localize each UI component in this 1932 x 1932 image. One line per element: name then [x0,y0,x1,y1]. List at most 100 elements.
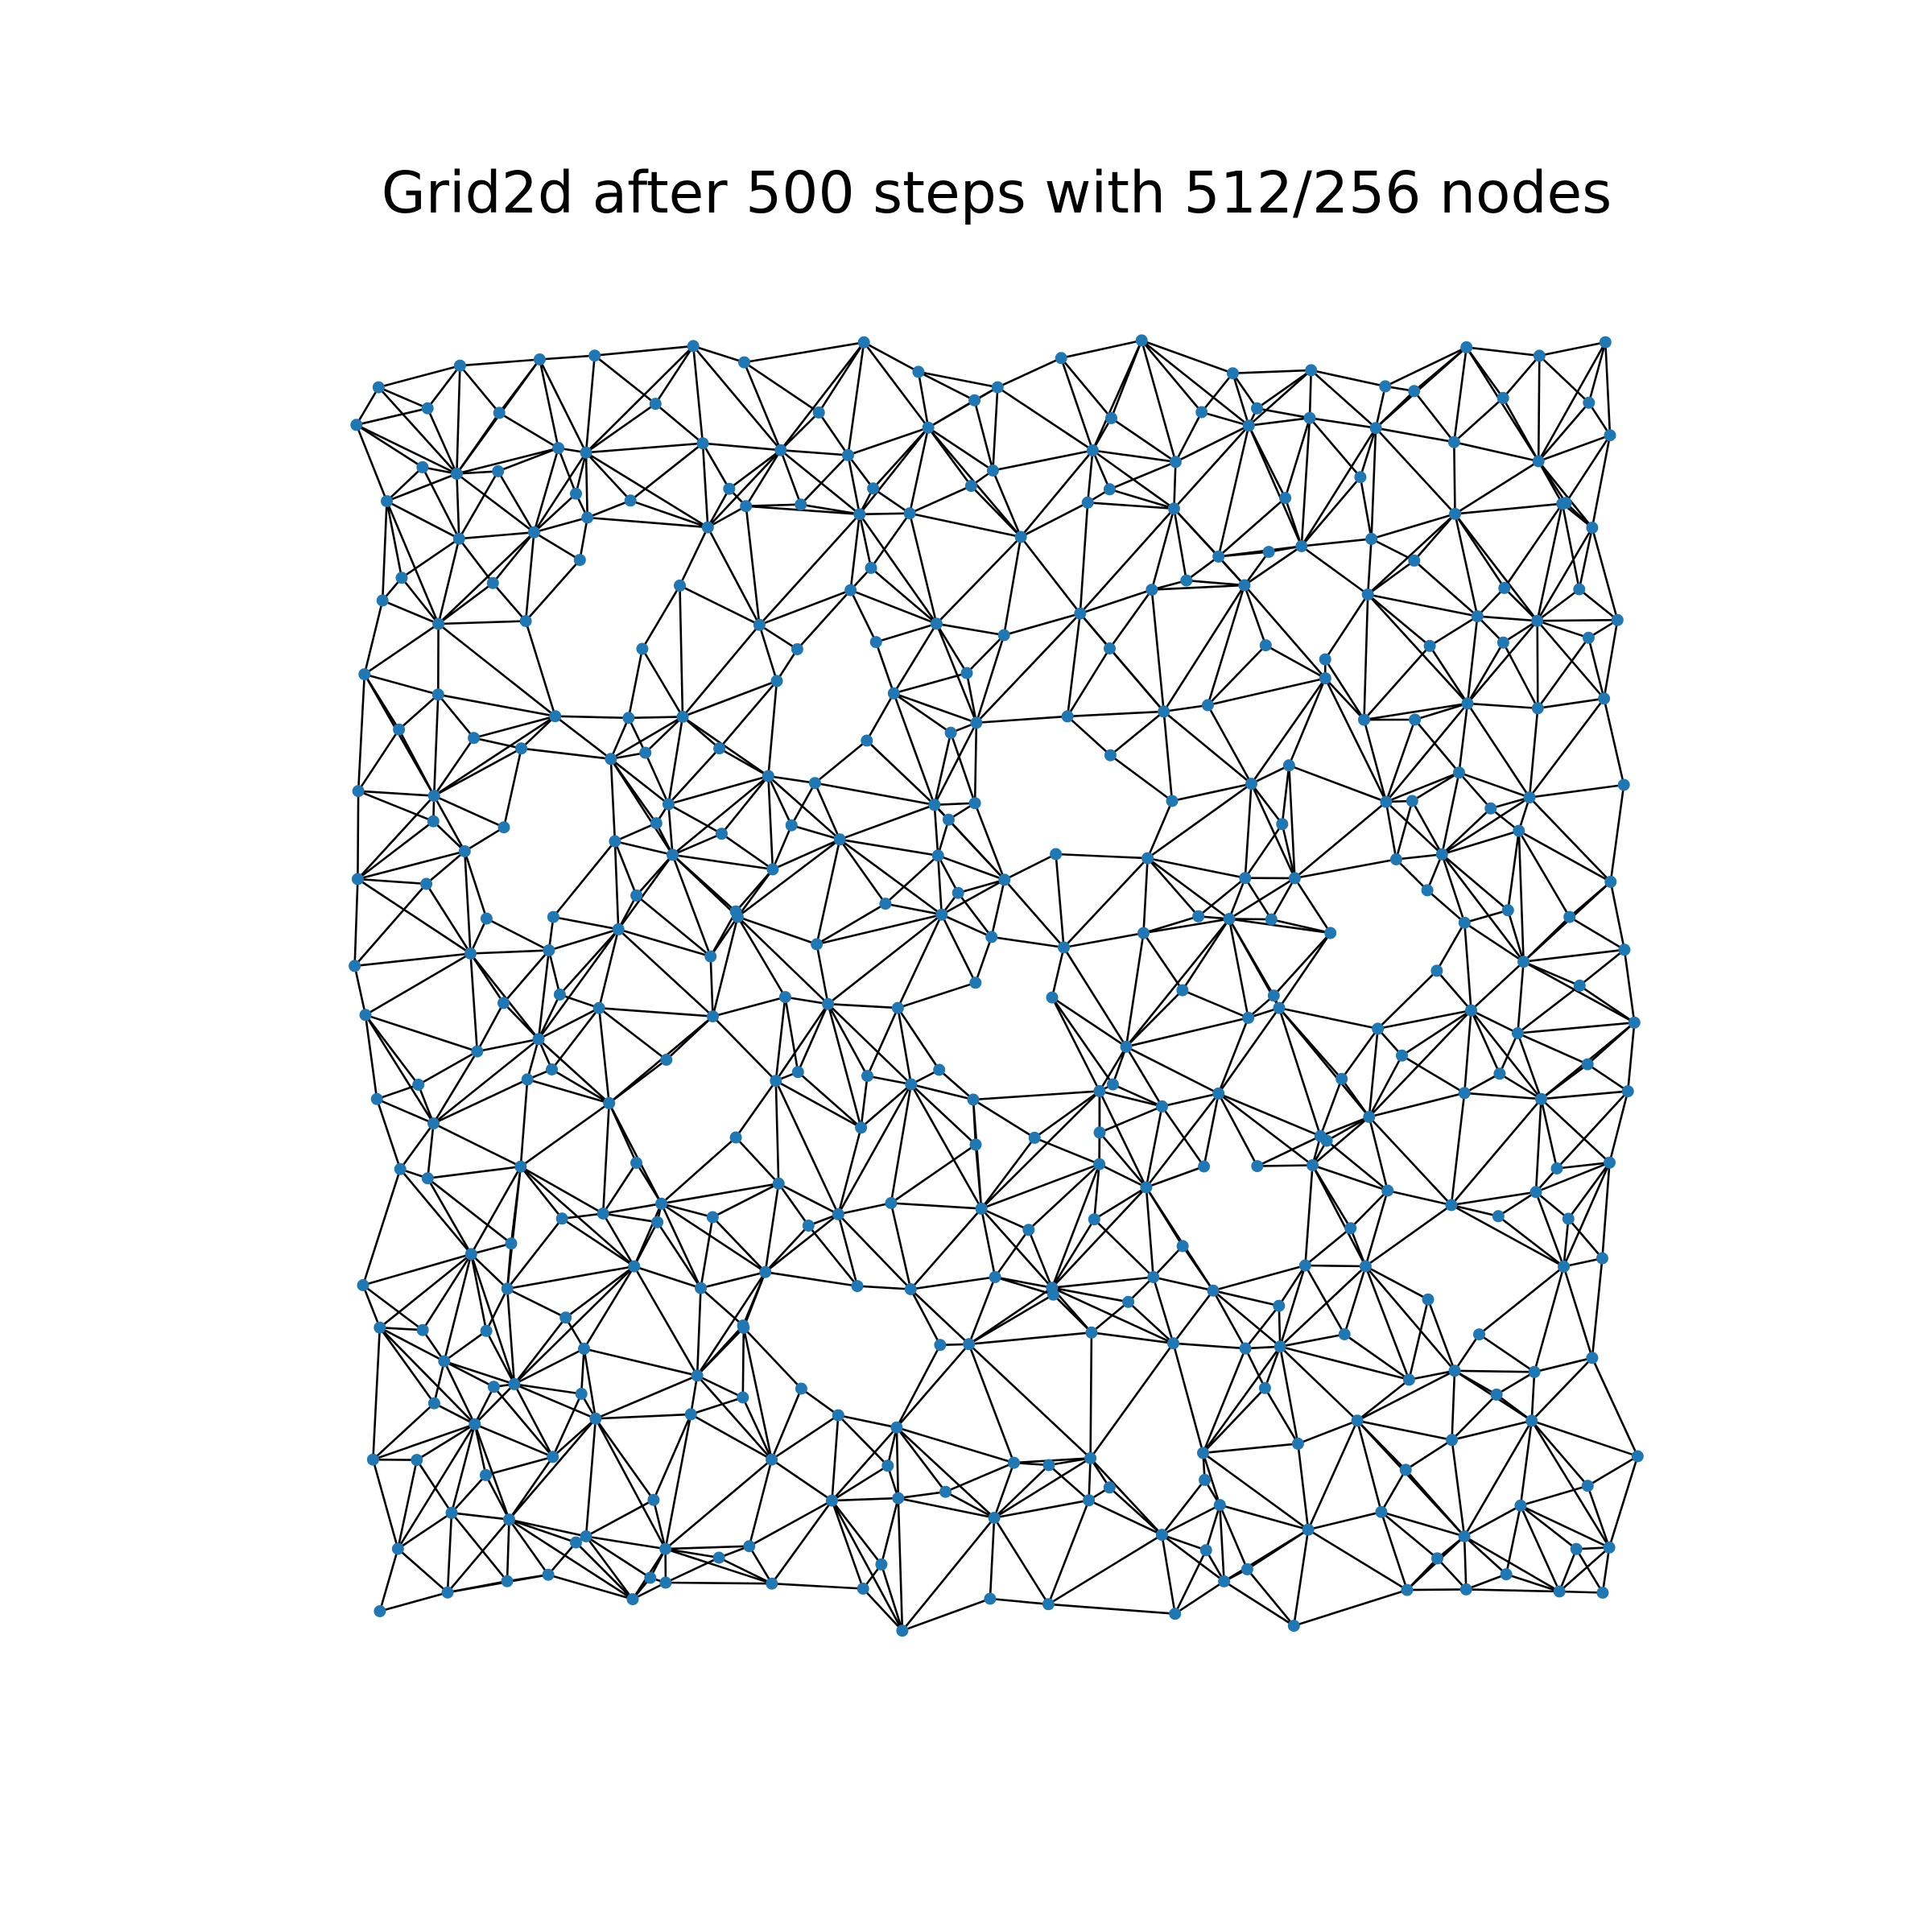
graph-edge [1558,1546,1610,1592]
graph-edge [1034,1090,1100,1139]
graph-edge [1186,579,1245,587]
graph-edge [456,412,501,475]
graph-edge [1370,427,1377,539]
graph-edge [1499,1072,1542,1100]
graph-node [1447,436,1460,448]
graph-edge [357,729,400,792]
graph-edge [363,673,400,730]
graph-edge [547,950,561,995]
graph-edge [1088,1499,1162,1536]
graph-edge [1311,1116,1370,1166]
graph-node [1448,1364,1461,1377]
graph-node [729,905,742,918]
graph-edge [767,775,793,826]
graph-edge [356,423,423,469]
graph-edge [665,1015,714,1061]
graph-node [1458,1087,1471,1100]
graph-edge [1405,1469,1466,1538]
graph-edge [767,680,778,777]
graph-edge [1401,1055,1465,1094]
graph-edge [1537,619,1589,639]
graph-edge [537,928,620,1040]
graph-edge [1537,355,1541,462]
graph-edge [1203,1093,1220,1167]
graph-edge [910,1276,996,1290]
graph-edge [937,854,1005,881]
graph-edge [702,442,781,452]
graph-node [570,1536,582,1549]
graph-edge [1228,877,1247,919]
graph-edge [1371,513,1455,540]
graph-edge [828,1002,898,1009]
graph-node [352,785,365,798]
graph-node [1460,341,1473,353]
graph-node [861,1070,873,1083]
graph-edge [815,839,841,945]
graph-edge [682,624,761,718]
graph-edge [613,840,638,896]
graph-edge [707,488,730,528]
graph-node [1213,1499,1226,1512]
graph-node [869,636,882,649]
graph-edge [1257,1135,1321,1167]
graph-edge [1385,719,1416,803]
graph-edge [1324,678,1388,803]
graph-node [944,726,957,739]
graph-node [547,1451,559,1463]
graph-edge [1203,1443,1298,1455]
graph-edge [1530,1420,1611,1548]
graph-edge [897,1007,913,1085]
graph-edge [1248,425,1302,547]
graph-edge [690,1413,773,1461]
graph-edge [399,1168,473,1255]
graph-edge [372,1459,399,1550]
graph-node [1218,1575,1231,1587]
graph-edge [1343,1265,1367,1335]
graph-edge [1451,1393,1498,1441]
graph-node [1617,778,1630,791]
graph-edge [764,1183,780,1273]
graph-edge [973,399,994,471]
graph-node [521,1073,534,1086]
graph-edge [381,501,388,601]
graph-node [812,406,825,419]
graph-edge [895,1427,900,1499]
graph-edge [968,1276,997,1345]
graph-edge [1020,502,1088,539]
graph-node [1586,522,1599,534]
graph-edge [660,1203,766,1274]
graph-node [738,356,750,369]
graph-edge [1364,1190,1389,1267]
graph-edge [665,1545,749,1550]
graph-edge [1349,1190,1389,1229]
graph-edge [831,1426,898,1501]
graph-node [636,642,649,655]
graph-node [1156,1100,1168,1113]
graph-edge [485,1455,554,1476]
graph-edge [353,883,427,967]
graph-edge [672,853,774,871]
graph-edge [1563,1162,1611,1267]
graph-node [1259,639,1272,652]
graph-edge [1153,1276,1214,1292]
graph-node [1274,1340,1286,1353]
graph-edge [1173,1342,1246,1350]
graph-edge [944,1491,995,1519]
graph-node [609,835,621,848]
graph-node [659,1576,672,1589]
graph-edge [1020,449,1094,538]
graph-edge [1363,594,1369,720]
graph-edge [378,386,428,410]
graph-edge [1281,765,1290,824]
graph-edge [1454,514,1479,617]
graph-edge [1142,932,1183,991]
graph-edge [799,454,849,506]
graph-edge [742,1327,803,1389]
graph-edge [362,1284,423,1331]
graph-edge [1311,1164,1367,1267]
graph-edge [397,1423,476,1550]
graph-edge [660,1203,702,1289]
graph-edge [1507,910,1525,963]
graph-edge [1561,503,1581,590]
graph-edge [902,1597,991,1632]
